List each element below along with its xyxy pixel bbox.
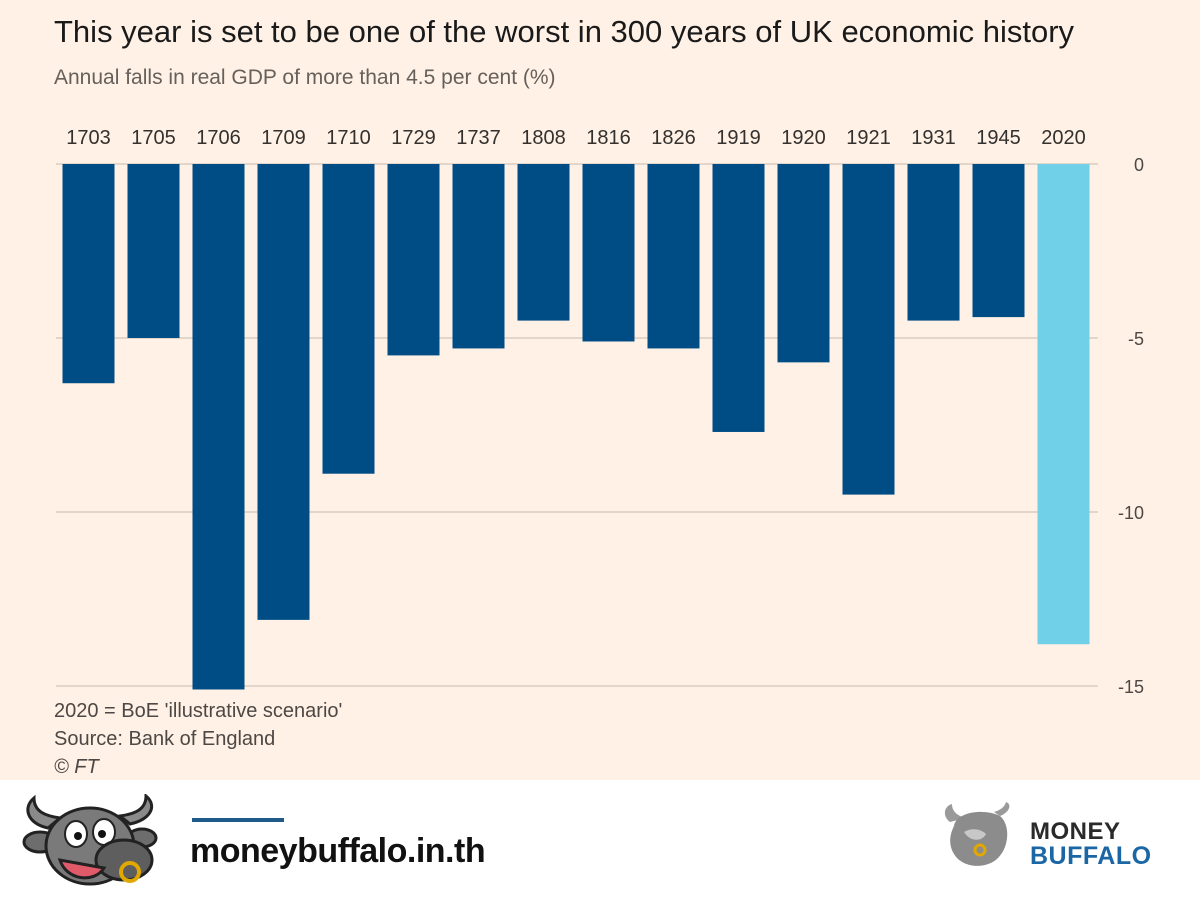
buffalo-logo-icon [944,802,1010,866]
bar-1729 [387,164,440,356]
bar-1931 [907,164,960,321]
category-label-1919: 1919 [716,127,761,149]
scenario-note: 2020 = BoE 'illustrative scenario' [54,700,343,722]
y-tick-label: -15 [1118,677,1144,697]
y-tick-labels: 0 -5 -10 -15 [1118,155,1144,697]
bar-chart: 1703 1705 1706 1709 1710 1729 1737 1808 1816 1826… [56,127,1144,697]
category-label-1921: 1921 [846,127,891,149]
category-label-1709: 1709 [261,127,306,149]
bar-1920 [777,164,830,363]
buffalo-mascot-icon [22,794,158,886]
bar-1710 [322,164,375,474]
bar-1706 [192,164,245,690]
bar-1816 [582,164,635,342]
bar-2020 [1037,164,1090,645]
bar-1737 [452,164,505,349]
category-label-1737: 1737 [456,127,501,149]
category-label-1710: 1710 [326,127,371,149]
y-tick-label: 0 [1134,155,1144,175]
category-label-1703: 1703 [66,127,111,149]
footer-banner: moneybuffalo.in.th MONEY BUFFALO [0,780,1200,898]
bar-1705 [127,164,180,338]
chart-panel: This year is set to be one of the worst … [0,0,1200,780]
source-note: Source: Bank of England [54,728,276,750]
category-label-1920: 1920 [781,127,826,149]
bar-1826 [647,164,700,349]
bar-1703 [62,164,115,384]
copyright-note: © FT [54,756,99,778]
category-label-1945: 1945 [976,127,1021,149]
category-label-1808: 1808 [521,127,566,149]
footer-url[interactable]: moneybuffalo.in.th [190,832,486,870]
category-label-1826: 1826 [651,127,696,149]
category-label-1705: 1705 [131,127,176,149]
y-tick-label: -5 [1128,329,1144,349]
chart-subtitle: Annual falls in real GDP of more than 4.… [54,66,556,89]
bar-1808 [517,164,570,321]
chart-title: This year is set to be one of the worst … [54,14,1075,49]
bar-1945 [972,164,1025,318]
bar-1921 [842,164,895,495]
bars [62,164,1090,690]
category-label-1816: 1816 [586,127,631,149]
brand-name-line-2: BUFFALO [1030,842,1152,870]
footer-divider [192,818,284,822]
category-labels: 1703 1705 1706 1709 1710 1729 1737 1808 1816 1826… [66,127,1086,149]
category-label-1706: 1706 [196,127,241,149]
category-label-1931: 1931 [911,127,956,149]
bar-1919 [712,164,765,432]
category-label-2020: 2020 [1041,127,1086,149]
bar-1709 [257,164,310,620]
category-label-1729: 1729 [391,127,436,149]
brand-name-line-1: MONEY [1030,818,1121,845]
y-tick-label: -10 [1118,503,1144,523]
